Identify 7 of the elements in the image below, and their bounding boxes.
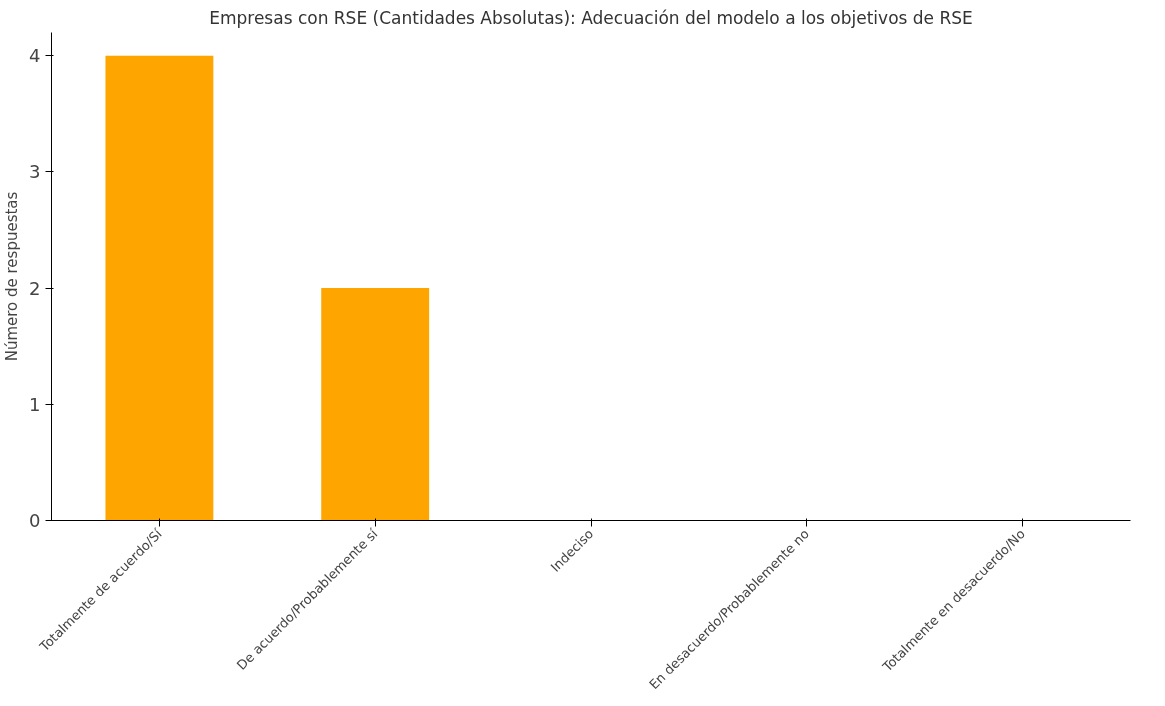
y-tick-label: 1 [29, 393, 41, 415]
y-tick-label: 2 [29, 277, 41, 299]
y-axis-title: Número de respuestas [3, 191, 22, 362]
chart-title: Empresas con RSE (Cantidades Absolutas): Adecuación del modelo a los objetivos de RSE [209, 7, 973, 28]
y-tick-label: 0 [29, 510, 41, 531]
y-tick-label: 3 [29, 161, 41, 183]
y-tick-label: 4 [29, 45, 41, 67]
